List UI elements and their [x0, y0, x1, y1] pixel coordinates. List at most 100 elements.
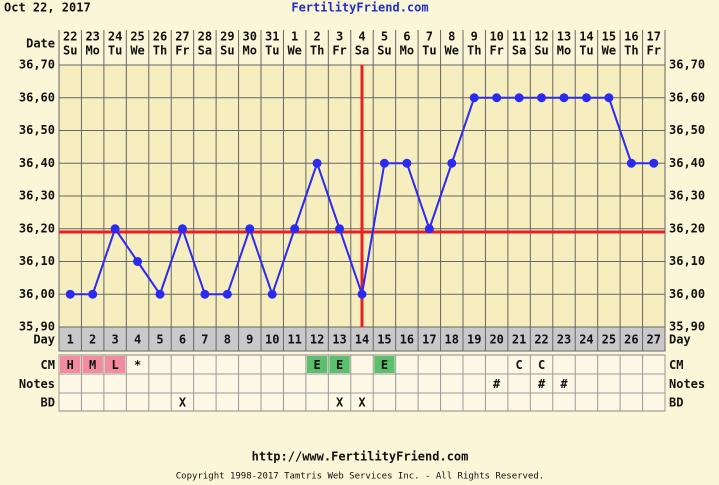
x-tick-label: 25: [602, 333, 616, 347]
y-tick-label: 36,70: [19, 58, 55, 72]
x-tick-label: 26: [624, 333, 638, 347]
x-tick-label: 21: [512, 333, 526, 347]
weekday-label: Fr: [332, 44, 346, 58]
x-tick-label: 19: [467, 333, 481, 347]
cm-cell: [82, 356, 103, 373]
weekday-label: Su: [63, 44, 77, 58]
y-tick-label: 36,50: [669, 123, 705, 137]
cm-cell: [329, 356, 350, 373]
chart-date: Oct 22, 2017: [4, 1, 91, 15]
temperature-point: [514, 93, 524, 103]
date-label: 22: [63, 30, 77, 44]
temperature-point: [65, 289, 75, 299]
weekday-label: Tu: [579, 44, 593, 58]
date-label: 28: [198, 30, 212, 44]
date-label: 3: [336, 30, 343, 44]
cm-entry: M: [89, 358, 96, 372]
x-tick-label: 27: [647, 333, 661, 347]
weekday-label: Mo: [85, 44, 99, 58]
weekday-label: Mo: [557, 44, 571, 58]
temperature-point: [559, 93, 569, 103]
temperature-point: [379, 158, 389, 168]
x-tick-label: 2: [89, 333, 96, 347]
date-label: 30: [243, 30, 257, 44]
weekday-label: Sa: [512, 44, 526, 58]
temperature-point: [402, 158, 412, 168]
cm-entry: C: [538, 358, 545, 372]
x-tick-label: 10: [265, 333, 279, 347]
weekday-label: Th: [624, 44, 638, 58]
x-tick-label: 6: [179, 333, 186, 347]
date-label: 8: [448, 30, 455, 44]
date-label: 9: [471, 30, 478, 44]
cm-cell: [374, 356, 395, 373]
y-tick-label: 36,50: [19, 123, 55, 137]
x-tick-label: 4: [134, 333, 141, 347]
y-tick-label: 36,40: [669, 156, 705, 170]
x-tick-label: 23: [557, 333, 571, 347]
cm-entry: C: [515, 358, 522, 372]
row-label: Date: [26, 37, 55, 51]
cm-cell: [104, 356, 126, 373]
x-tick-label: 12: [310, 333, 324, 347]
x-tick-label: 1: [67, 333, 74, 347]
weekday-label: Fr: [647, 44, 661, 58]
weekday-label: Su: [377, 44, 391, 58]
temperature-point: [177, 224, 187, 234]
row-label: CM: [669, 358, 683, 372]
x-tick-label: 13: [332, 333, 346, 347]
temperature-point: [88, 289, 98, 299]
weekday-label: Th: [467, 44, 481, 58]
temperature-point: [267, 289, 277, 299]
date-label: 7: [426, 30, 433, 44]
y-tick-label: 36,70: [669, 58, 705, 72]
y-tick-label: 36,00: [19, 287, 55, 301]
y-tick-label: 36,10: [19, 254, 55, 268]
x-tick-label: 24: [579, 333, 593, 347]
weekday-label: Fr: [175, 44, 189, 58]
cm-entry: H: [67, 358, 74, 372]
info-rows-bg: [58, 354, 666, 412]
row-label: CM: [41, 358, 55, 372]
weekday-label: Tu: [422, 44, 436, 58]
weekday-label: Th: [310, 44, 324, 58]
weekday-label: Tu: [108, 44, 122, 58]
temperature-point: [447, 158, 457, 168]
temperature-point: [155, 289, 165, 299]
cm-entry: E: [336, 358, 343, 372]
x-tick-label: 16: [400, 333, 414, 347]
date-label: 29: [220, 30, 234, 44]
temperature-point: [133, 257, 143, 266]
x-tick-label: 5: [156, 333, 163, 347]
date-label: 14: [579, 30, 593, 44]
temperature-point: [581, 93, 591, 103]
weekday-label: We: [130, 44, 144, 58]
date-label: 15: [602, 30, 616, 44]
cm-entry: L: [111, 358, 118, 372]
cm-cell: [60, 356, 81, 373]
date-label: 31: [265, 30, 279, 44]
date-label: 10: [489, 30, 503, 44]
chart-title: FertilityFriend.com: [291, 1, 428, 15]
y-tick-label: 36,30: [669, 189, 705, 203]
weekday-label: Sa: [198, 44, 212, 58]
weekday-label: We: [602, 44, 616, 58]
date-label: 26: [153, 30, 167, 44]
weekday-label: Tu: [265, 44, 279, 58]
weekday-label: Mo: [400, 44, 414, 58]
temperature-point: [335, 224, 345, 234]
x-tick-label: 18: [445, 333, 459, 347]
temperature-point: [626, 158, 636, 168]
date-label: 23: [85, 30, 99, 44]
date-label: 6: [403, 30, 410, 44]
temperature-point: [424, 224, 434, 234]
bd-entry: X: [179, 396, 187, 410]
date-label: 11: [512, 30, 526, 44]
row-label: Notes: [19, 377, 55, 391]
footer-url: http://www.FertilityFriend.com: [252, 450, 469, 464]
bd-entry: X: [358, 396, 366, 410]
x-tick-label: 20: [489, 333, 503, 347]
y-tick-label: 36,00: [669, 287, 705, 301]
